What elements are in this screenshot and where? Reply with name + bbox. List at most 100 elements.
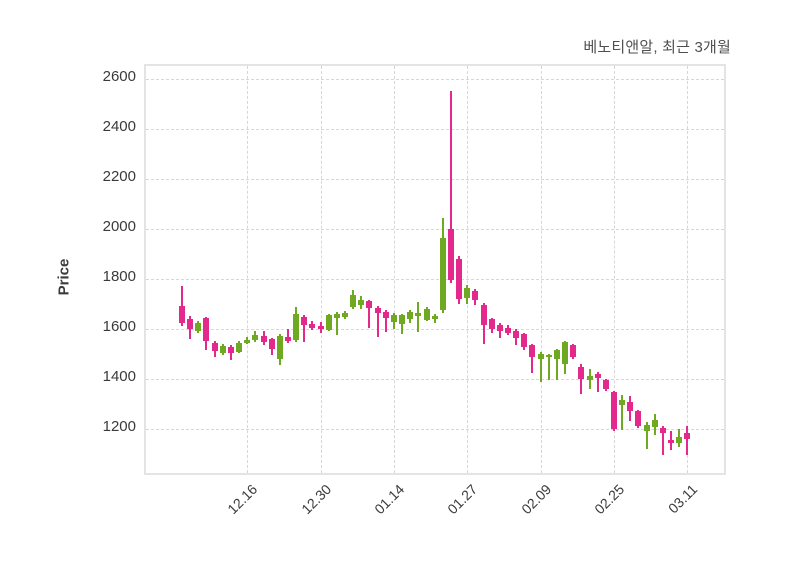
h-gridline	[146, 429, 724, 431]
h-gridline	[146, 178, 724, 180]
candle-body	[635, 411, 642, 427]
candle-wick	[531, 344, 534, 373]
y-tick-label: 2600	[102, 67, 136, 85]
candle-body	[521, 333, 528, 347]
candle-body	[651, 420, 658, 428]
candle-body	[179, 306, 185, 324]
v-gridline	[247, 66, 249, 473]
candle-body	[268, 339, 275, 349]
y-tick-label: 1800	[102, 267, 136, 285]
candle-body	[390, 314, 397, 322]
candle-body	[659, 427, 666, 434]
candle-body	[366, 301, 373, 309]
plot-area	[144, 64, 726, 475]
chart-title: 베노티앤알, 최근 3개월	[583, 39, 731, 56]
x-tick-label: 12.16	[224, 481, 261, 518]
candle-body	[472, 290, 479, 300]
v-gridline	[320, 66, 322, 473]
candle-wick	[417, 301, 420, 332]
candle-body	[399, 314, 406, 324]
candle-body	[505, 328, 511, 333]
candle-body	[203, 318, 210, 341]
h-gridline	[146, 379, 724, 381]
candle-body	[553, 350, 560, 360]
candle-wick	[376, 306, 379, 337]
candle-body	[684, 432, 691, 439]
candle-body	[431, 316, 438, 320]
h-gridline	[146, 128, 724, 130]
x-axis: 12.16 12.30 01.14 01.27 02.09 02.25 03.11	[144, 471, 722, 571]
candle-body	[382, 311, 389, 319]
candle-wick	[661, 426, 664, 455]
candle-wick	[686, 426, 689, 455]
candle-wick	[621, 394, 624, 431]
candle-wick	[368, 299, 371, 329]
candle-body	[227, 346, 234, 353]
candle-body	[293, 313, 300, 340]
candle-body	[676, 437, 683, 443]
x-tick-label: 01.27	[444, 481, 481, 518]
candle-body	[488, 318, 495, 330]
x-tick-label: 03.11	[665, 481, 701, 517]
candle-body	[496, 324, 503, 332]
candle-wick	[303, 314, 306, 342]
x-tick-label: 02.25	[591, 481, 628, 518]
candle-body	[480, 304, 487, 325]
candle-body	[187, 319, 194, 329]
v-gridline	[467, 66, 469, 473]
y-tick-label: 1200	[102, 418, 136, 436]
h-gridline	[146, 78, 724, 80]
candle-body	[325, 315, 332, 330]
candle-body	[439, 237, 446, 310]
candle-body	[513, 330, 520, 339]
candle-body	[236, 342, 243, 352]
y-tick-label: 2000	[102, 217, 136, 235]
candle-body	[195, 322, 202, 331]
candle-wick	[547, 354, 550, 380]
candle-wick	[335, 311, 338, 335]
candle-body	[407, 311, 414, 319]
candle-wick	[555, 349, 558, 380]
candle-body	[570, 345, 577, 358]
candle-body	[244, 339, 251, 343]
v-gridline	[393, 66, 395, 473]
candle-body	[668, 440, 674, 443]
candle-body	[456, 259, 463, 299]
candle-body	[374, 307, 381, 314]
candle-body	[643, 425, 650, 432]
x-tick-label: 01.14	[371, 481, 408, 518]
v-gridline	[687, 66, 689, 473]
candle-body	[317, 325, 324, 329]
y-tick-label: 1400	[102, 368, 136, 386]
candle-wick	[539, 352, 542, 383]
candle-wick	[286, 328, 289, 343]
candle-body	[301, 316, 308, 325]
candle-body	[464, 287, 471, 298]
candle-body	[333, 313, 340, 319]
candle-body	[586, 376, 593, 381]
h-gridline	[146, 328, 724, 330]
candle-body	[602, 380, 609, 389]
v-gridline	[540, 66, 542, 473]
candle-body	[211, 342, 218, 351]
candle-body	[276, 335, 283, 359]
candle-body	[358, 300, 365, 306]
y-axis: 1200 1400 1600 1800 2000 2200 2400 2600	[0, 64, 136, 471]
candle-wick	[645, 421, 648, 449]
candle-body	[562, 342, 569, 364]
candle-body	[627, 401, 634, 411]
x-tick-label: 12.30	[297, 481, 334, 518]
candle-body	[342, 312, 348, 317]
candle-body	[350, 295, 357, 307]
candle-body	[594, 374, 601, 378]
y-tick-label: 2200	[102, 167, 136, 185]
candle-wick	[401, 313, 404, 334]
y-tick-label: 2400	[102, 117, 136, 135]
candle-body	[284, 336, 291, 342]
candle-body	[309, 323, 316, 329]
candle-body	[619, 399, 626, 405]
x-tick-label: 02.09	[517, 481, 554, 518]
candle-body	[529, 345, 536, 357]
h-gridline	[146, 278, 724, 280]
